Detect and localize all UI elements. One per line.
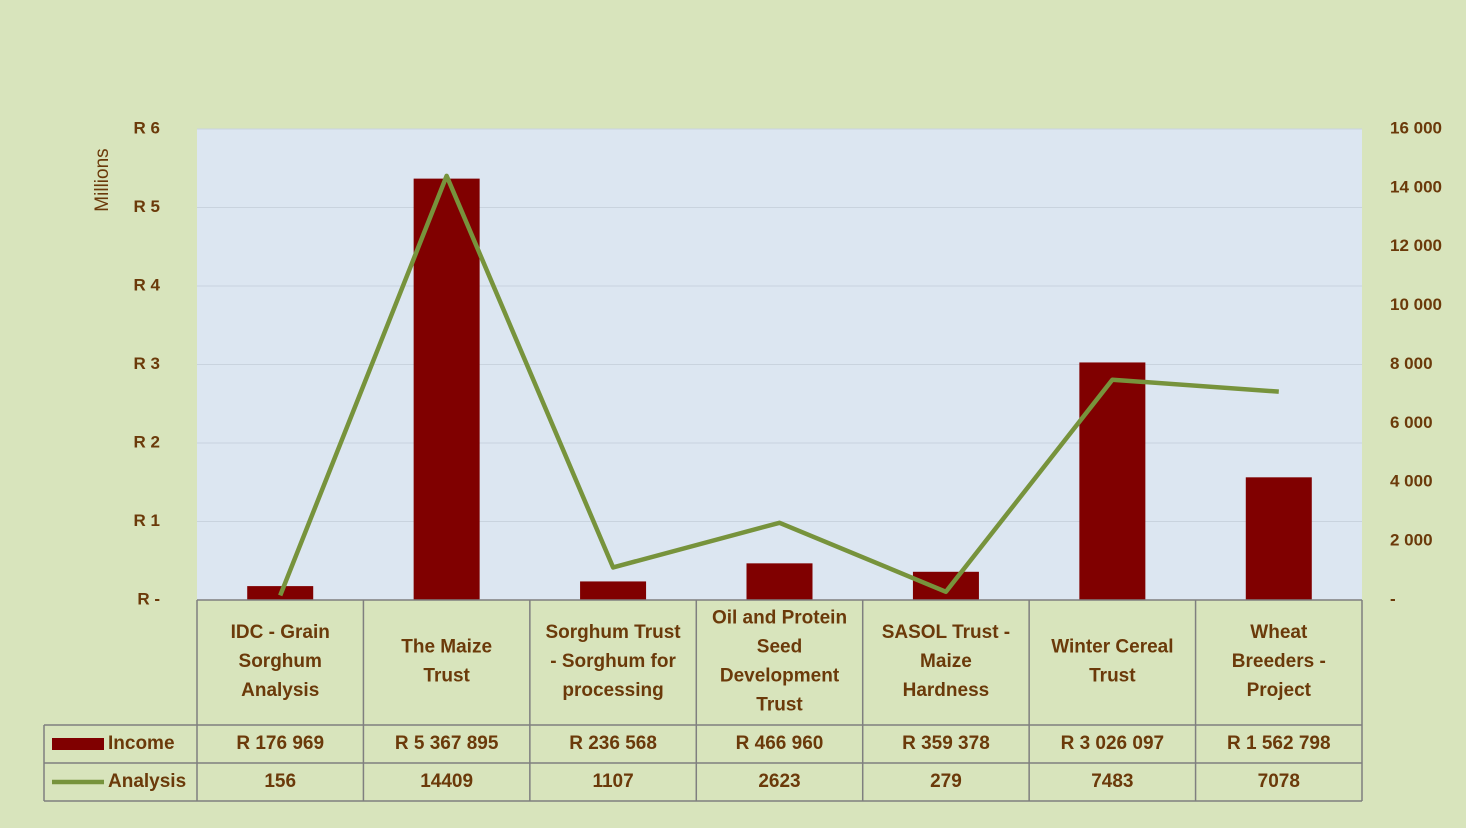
x-tick-label: Winter Cereal Trust	[1051, 637, 1173, 687]
y2-tick-label: 8 000	[1390, 354, 1433, 373]
x-tick-label: SASOL Trust -Maize Hardness	[882, 622, 1010, 701]
table-value: 7078	[1258, 771, 1300, 792]
legend-swatch	[52, 738, 104, 750]
y-tick-label: R 5	[134, 197, 160, 216]
y-tick-label: R 1	[134, 511, 160, 530]
y-tick-label: R 2	[134, 432, 160, 451]
y2-tick-label: -	[1390, 589, 1396, 608]
table-value: R 3 026 097	[1061, 733, 1165, 754]
table-value: R 236 568	[569, 733, 657, 754]
line	[278, 173, 1279, 597]
y-axis-label: Millions	[92, 148, 113, 211]
bar	[912, 571, 979, 600]
legend-label: Income	[108, 733, 175, 754]
table-value: 2623	[758, 771, 800, 792]
y-tick-label: R 6	[134, 118, 160, 137]
y2-tick-label: 6 000	[1390, 413, 1433, 432]
table-value: 14409	[420, 771, 473, 792]
y-tick-label: R 3	[134, 354, 160, 373]
x-tick-label: Wheat Breeders -Project	[1232, 622, 1326, 701]
y2-tick-label: 10 000	[1390, 295, 1442, 314]
y2-tick-label: 16 000	[1390, 118, 1442, 137]
bar	[1079, 362, 1146, 600]
x-tick-label: Oil and Protein Seed Development Trust	[712, 608, 847, 716]
x-tick-label: IDC - Grain Sorghum Analysis	[231, 622, 330, 701]
table-value: R 1 562 798	[1227, 733, 1331, 754]
table-value: 1107	[592, 771, 633, 792]
bar	[413, 178, 480, 600]
y-tick-label: R -	[137, 589, 160, 608]
table-value: 279	[930, 771, 962, 792]
y2-tick-label: 4 000	[1390, 472, 1433, 491]
y-tick-label: R 4	[134, 275, 161, 294]
bar	[746, 563, 813, 600]
x-tick-label: Sorghum Trust - Sorghum for processing	[546, 622, 682, 701]
legend-label: Analysis	[108, 771, 186, 792]
y2-tick-label: 14 000	[1390, 177, 1442, 196]
table-value: 7483	[1091, 771, 1133, 792]
table-value: R 176 969	[236, 733, 324, 754]
y2-tick-label: 12 000	[1390, 236, 1442, 255]
x-tick-label: The Maize Trust	[401, 637, 492, 687]
table-value: R 466 960	[736, 733, 824, 754]
bar	[1245, 477, 1312, 600]
table-value: R 359 378	[902, 733, 990, 754]
bar	[580, 581, 647, 600]
table-value: 156	[264, 771, 296, 792]
table-value: R 5 367 895	[395, 733, 499, 754]
y2-tick-label: 2 000	[1390, 531, 1433, 550]
